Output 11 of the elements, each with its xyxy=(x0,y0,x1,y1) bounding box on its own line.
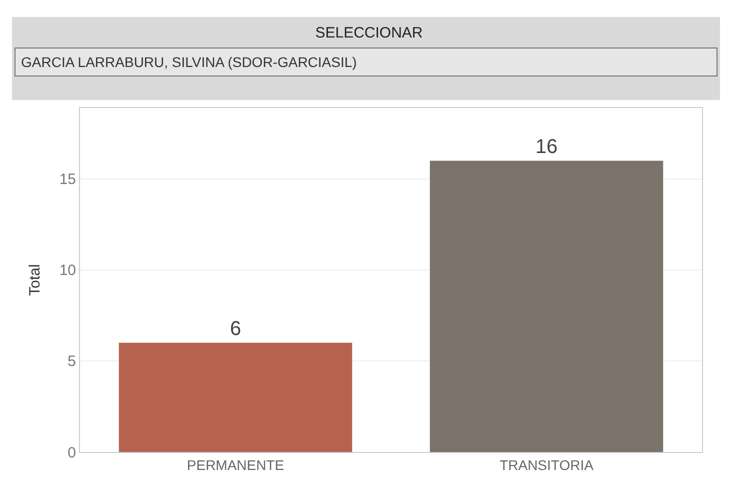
chart-subtitle: GARCIA LARRABURU, SILVINA (SDOR-GARCIASIL) xyxy=(21,54,357,70)
y-tick-label: 10 xyxy=(59,262,76,280)
chart-title: SELECCIONAR xyxy=(315,24,423,42)
y-axis-title: Total xyxy=(26,264,44,296)
x-tick-label: TRANSITORIA xyxy=(500,456,594,473)
y-tick-label: 15 xyxy=(59,171,76,188)
y-tick-label: 0 xyxy=(68,444,76,462)
data-label: 6 xyxy=(230,318,242,340)
data-label: 16 xyxy=(535,136,558,158)
x-tick-label: PERMANENTE xyxy=(186,456,284,473)
y-tick-label: 5 xyxy=(68,353,76,370)
